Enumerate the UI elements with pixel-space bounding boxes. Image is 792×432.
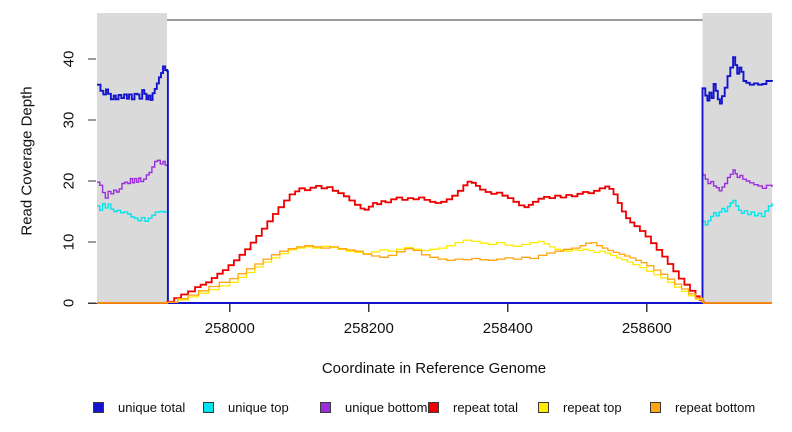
series-line-unique-bottom <box>97 159 773 304</box>
y-tick-label: 0 <box>60 298 78 308</box>
legend-item-unique-top: unique top <box>203 399 289 415</box>
legend-swatch-unique-top <box>203 401 214 413</box>
legend: unique total unique top unique bottom re… <box>0 399 792 417</box>
legend-label-unique-top: unique top <box>228 399 289 415</box>
x-tick-label: 258600 <box>621 320 672 337</box>
series-line-unique-total <box>97 56 773 304</box>
y-tick-label: 30 <box>60 111 78 129</box>
legend-label-unique-total: unique total <box>118 399 186 415</box>
x-tick-label: 258200 <box>343 320 394 337</box>
y-tick-label: 20 <box>60 172 78 190</box>
series-line-repeat-bottom <box>97 241 772 304</box>
legend-item-unique-bottom: unique bottom <box>320 399 427 415</box>
legend-swatch-unique-total <box>93 401 104 413</box>
legend-item-repeat-total: repeat total <box>428 399 518 415</box>
legend-swatch-repeat-total <box>428 401 439 413</box>
x-axis-label: Coordinate in Reference Genome <box>321 360 547 377</box>
legend-item-unique-total: unique total <box>93 399 185 415</box>
y-tick-label: 40 <box>60 50 78 68</box>
legend-item-repeat-top: repeat top <box>538 399 622 415</box>
shaded-unique-region <box>97 13 168 303</box>
legend-swatch-unique-bottom <box>320 401 331 413</box>
legend-item-repeat-bottom: repeat bottom <box>650 399 755 415</box>
y-tick-label: 10 <box>60 233 78 251</box>
x-tick-label: 258400 <box>482 320 533 337</box>
y-axis-label: Read Coverage Depth <box>18 86 36 236</box>
legend-label-repeat-total: repeat total <box>453 399 519 415</box>
shaded-unique-region <box>702 13 772 303</box>
series-line-repeat-total <box>97 180 772 304</box>
x-tick-label: 258000 <box>204 320 255 337</box>
legend-swatch-repeat-bottom <box>650 401 661 413</box>
series-line-repeat-top <box>97 239 772 304</box>
legend-label-repeat-bottom: repeat bottom <box>675 399 756 415</box>
legend-swatch-repeat-top <box>538 401 549 413</box>
legend-label-repeat-top: repeat top <box>563 399 622 415</box>
legend-label-unique-bottom: unique bottom <box>345 399 428 415</box>
